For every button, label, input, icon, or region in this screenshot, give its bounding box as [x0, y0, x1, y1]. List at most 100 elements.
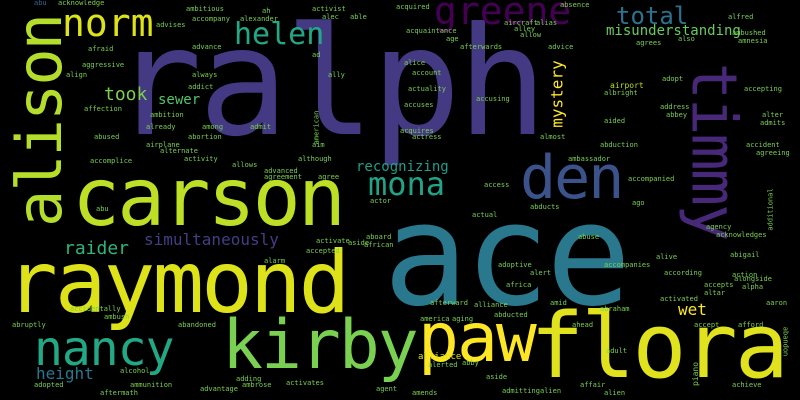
word-alice: alice: [404, 59, 426, 67]
word-simultaneously: simultaneously: [144, 230, 279, 249]
word-admitting: admitting: [502, 387, 540, 395]
word-abortion: abortion: [188, 133, 222, 141]
word-activates: activates: [286, 379, 324, 387]
word-abigail: abigail: [730, 251, 760, 259]
word-ralph: ralph: [112, 0, 548, 170]
word-abandoned: abandoned: [178, 321, 216, 329]
word-alliance: alliance: [418, 352, 462, 362]
word-alternate: alternate: [160, 147, 198, 155]
word-height: height: [36, 364, 94, 383]
word-misunderstanding: misunderstanding: [606, 23, 741, 39]
word-abbey: abbey: [666, 111, 688, 119]
word-admit: admit: [250, 123, 272, 131]
word-helen: helen: [234, 17, 325, 52]
word-acknowledges: acknowledges: [716, 231, 767, 239]
word-aim: aim: [312, 141, 325, 149]
word-accept: accept: [694, 321, 720, 329]
word-ambition: ambition: [150, 111, 184, 119]
word-abu: abu: [34, 0, 47, 7]
word-total: total: [616, 2, 689, 30]
word-piano: piano: [691, 361, 701, 387]
word-ambassador: ambassador: [568, 155, 611, 163]
word-aircraft: aircraft: [504, 19, 538, 27]
word-alerted: alerted: [428, 361, 458, 369]
word-paw: paw: [418, 299, 537, 378]
word-airport: airport: [610, 81, 644, 90]
word-raider: raider: [64, 238, 130, 259]
word-kirby: kirby: [222, 306, 419, 385]
word-abduction: abduction: [600, 141, 638, 149]
word-additional: additional: [766, 188, 775, 231]
word-addict: addict: [188, 83, 214, 91]
word-accompany: accompany: [192, 15, 230, 23]
word-activate: activate: [316, 237, 350, 245]
word-abandon: abandon: [781, 326, 790, 357]
word-aided: aided: [604, 117, 626, 125]
word-adding: adding: [236, 375, 262, 383]
word-aggressive: aggressive: [82, 61, 125, 69]
word-afraid: afraid: [88, 45, 114, 53]
word-den: den: [520, 143, 624, 213]
word-alter: alter: [762, 111, 784, 119]
word-actuality: actuality: [408, 85, 446, 93]
word-abuse: abuse: [578, 233, 600, 241]
word-agent: agent: [376, 385, 398, 393]
word-advice: advice: [548, 43, 574, 51]
word-abby: abby: [462, 359, 479, 367]
word-alive: alive: [656, 253, 678, 261]
word-always: always: [192, 71, 218, 79]
word-adult: adult: [606, 347, 628, 355]
word-allows: allows: [232, 161, 258, 169]
word-age: age: [446, 35, 459, 43]
word-recognizing: recognizing: [356, 159, 449, 175]
word-nancy: nancy: [34, 321, 174, 377]
word-activity: activity: [184, 155, 218, 163]
word-address: address: [660, 103, 690, 111]
word-mona: mona: [368, 165, 446, 203]
word-amid: amid: [550, 299, 567, 307]
word-alien: alien: [604, 389, 626, 397]
word-actual: actual: [472, 211, 498, 219]
word-afford: afford: [738, 321, 764, 329]
word-accepted: accepted: [306, 247, 340, 255]
word-alliance2: alien: [540, 387, 562, 395]
word-accepting: accepting: [744, 85, 782, 93]
word-aftermath: aftermath: [100, 389, 138, 397]
word-activated: activated: [660, 295, 698, 303]
word-agency: agency: [706, 223, 732, 231]
word-alone: aside: [486, 373, 508, 381]
word-actress: actress: [412, 133, 442, 141]
word-carson: carson: [72, 151, 346, 244]
word-ally: ally: [328, 71, 345, 79]
word-abruptly: abruptly: [12, 321, 46, 329]
word-activist: activist: [312, 5, 346, 13]
word-ambrose: ambrose: [242, 381, 272, 389]
word-sewer: sewer: [158, 92, 201, 108]
word-agreeing: agreeing: [756, 149, 790, 157]
word-accomplice: accomplice: [90, 157, 133, 165]
word-afterward: afterward: [430, 299, 468, 307]
word-advises: advises: [156, 21, 186, 29]
word-alamein: alliance: [474, 301, 508, 309]
word-adopted: adopted: [34, 381, 64, 389]
word-alexander: alexander: [240, 15, 278, 23]
word-align: align: [66, 71, 88, 79]
word-acknowledge: acknowledge: [58, 0, 105, 7]
word-although: although: [298, 155, 332, 163]
word-alongside: alongside: [734, 275, 772, 283]
word-mystery: mystery: [547, 60, 567, 128]
word-adopt: adopt: [662, 75, 684, 83]
word-flora: flora: [530, 294, 789, 399]
word-access: access: [484, 181, 510, 189]
word-allow: allow: [520, 31, 542, 39]
word-accompanies: accompanies: [604, 261, 651, 269]
word-ammunition: ammunition: [130, 381, 173, 389]
word-advantage: advantage: [200, 385, 238, 393]
word-alert: alert: [530, 269, 552, 277]
word-almost: almost: [540, 133, 566, 141]
word-altar: altar: [704, 289, 726, 297]
word-alison: alison: [2, 15, 76, 227]
word-africa: africa: [506, 281, 532, 289]
word-ace: ace: [383, 173, 631, 338]
word-raymond: raymond: [6, 233, 350, 333]
